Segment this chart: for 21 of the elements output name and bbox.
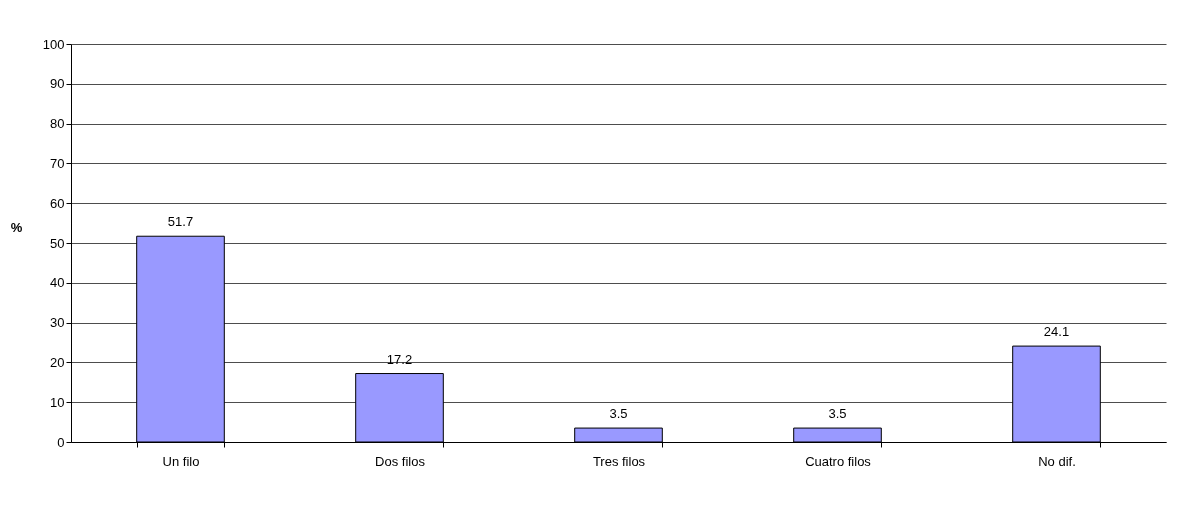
y-tick-label: 0: [57, 434, 65, 450]
y-tick-label: 10: [50, 394, 65, 410]
y-tick-label: 50: [50, 235, 65, 251]
data-label: 24.1: [1043, 324, 1070, 340]
x-tick-label: No dif.: [1038, 453, 1076, 469]
y-tick-label: 80: [50, 116, 65, 132]
data-label: 51.7: [167, 214, 194, 230]
y-tick-label: 100: [42, 36, 65, 52]
y-tick-label: 90: [50, 76, 65, 92]
y-tick-label: 70: [50, 155, 65, 171]
x-tick-label: Dos filos: [375, 453, 426, 469]
y-tick-label: 20: [50, 354, 65, 370]
y-axis-title: %: [10, 219, 23, 235]
y-tick-label: 30: [50, 315, 65, 331]
y-tick-label: 40: [50, 275, 65, 291]
x-tick-label: Cuatro filos: [805, 453, 872, 469]
data-label: 3.5: [828, 406, 847, 422]
y-tick-label: 60: [50, 195, 65, 211]
x-tick-label: Tres filos: [592, 453, 646, 469]
data-label: 3.5: [609, 406, 628, 422]
x-tick-label: Un filo: [162, 453, 200, 469]
